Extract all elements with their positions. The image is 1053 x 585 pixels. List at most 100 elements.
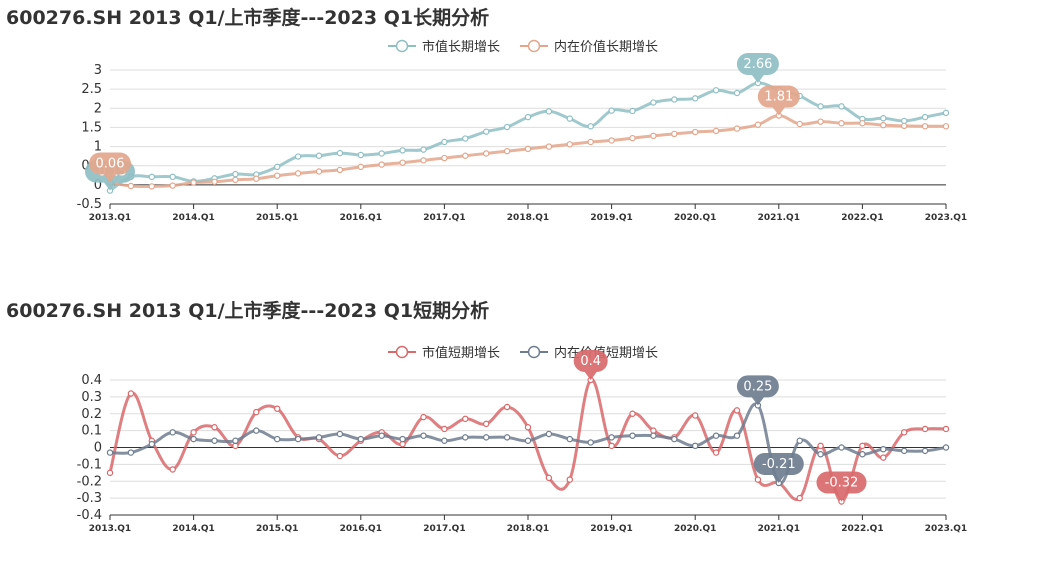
x-tick-label: 2014.Q1 <box>172 213 214 223</box>
data-point <box>796 120 803 128</box>
data-point <box>232 176 239 184</box>
data-point <box>106 469 114 477</box>
data-point <box>942 425 950 433</box>
annotation-label: 0.4 <box>580 354 601 369</box>
data-point <box>692 128 699 136</box>
data-point <box>859 451 866 458</box>
data-point <box>357 151 364 159</box>
data-point <box>441 138 448 146</box>
data-point <box>692 442 699 450</box>
data-point <box>253 175 260 182</box>
data-point <box>357 435 364 443</box>
x-tick-label: 2023.Q1 <box>925 524 967 534</box>
data-point <box>608 137 615 144</box>
x-tick-label: 2020.Q1 <box>674 524 716 534</box>
data-point <box>378 150 385 157</box>
data-point <box>817 442 824 450</box>
y-tick-label: 2 <box>94 101 102 116</box>
data-point <box>629 432 636 439</box>
x-tick-label: 2019.Q1 <box>590 524 632 534</box>
data-point <box>399 440 406 448</box>
data-point <box>483 434 490 441</box>
data-point <box>587 138 594 146</box>
data-point <box>566 435 574 443</box>
data-point <box>232 437 239 444</box>
data-point <box>671 96 678 103</box>
y-tick-label: 2.5 <box>81 82 102 97</box>
x-tick-label: 2015.Q1 <box>256 213 298 223</box>
data-point <box>274 172 281 179</box>
data-point <box>817 103 824 110</box>
data-point <box>127 449 135 456</box>
data-point <box>399 159 406 166</box>
legend-marker <box>395 345 409 359</box>
x-tick-label: 2018.Q1 <box>507 213 549 223</box>
data-point <box>211 178 218 185</box>
x-tick-label: 2017.Q1 <box>423 524 465 534</box>
data-point <box>692 412 699 419</box>
x-tick-label: 2018.Q1 <box>507 524 549 534</box>
data-point <box>315 168 323 175</box>
data-point <box>483 150 490 157</box>
data-point <box>399 435 406 443</box>
annotation-pin <box>89 152 131 183</box>
data-point <box>148 173 155 181</box>
data-point <box>483 420 490 428</box>
x-tick-label: 2019.Q1 <box>590 213 632 223</box>
y-tick-label: 0.4 <box>81 373 102 388</box>
data-point <box>274 163 281 171</box>
data-point <box>106 449 114 456</box>
data-point <box>629 134 636 142</box>
data-point <box>336 166 344 174</box>
data-point <box>671 435 678 443</box>
data-point <box>232 170 239 178</box>
data-point <box>754 121 762 128</box>
annotation-label: 0.06 <box>96 157 125 172</box>
data-point <box>462 434 469 441</box>
chart-title-long-term: 600276.SH 2013 Q1/上市季度---2023 Q1长期分析 <box>6 7 490 29</box>
annotation-pin <box>573 350 608 380</box>
data-point <box>942 444 950 451</box>
data-point <box>629 410 636 417</box>
x-tick-label: 2022.Q1 <box>841 213 883 223</box>
data-point <box>921 447 929 455</box>
x-tick-label: 2022.Q1 <box>841 524 883 534</box>
y-tick-label: 0.3 <box>81 390 102 405</box>
annotation-label: -0.21 <box>762 457 796 472</box>
data-point <box>566 476 574 483</box>
data-point <box>880 121 887 129</box>
data-point <box>503 147 511 155</box>
data-point <box>441 154 448 162</box>
data-point <box>712 127 720 135</box>
data-point <box>692 95 699 102</box>
data-point <box>712 432 720 439</box>
data-point <box>211 437 218 444</box>
data-point <box>754 476 762 483</box>
data-point <box>733 432 741 439</box>
data-point <box>420 432 427 439</box>
data-point <box>650 432 657 439</box>
chart-title-short-term: 600276.SH 2013 Q1/上市季度---2023 Q1短期分析 <box>6 300 490 322</box>
y-tick-label: -0.3 <box>77 491 102 506</box>
data-point <box>503 403 511 411</box>
data-point <box>274 405 281 412</box>
data-point <box>294 153 302 160</box>
data-point <box>378 161 385 168</box>
data-point <box>880 454 887 461</box>
legend-marker <box>527 39 541 53</box>
annotation-label: -0.32 <box>825 476 859 491</box>
data-point <box>169 429 176 436</box>
data-point <box>545 430 553 438</box>
x-tick-label: 2021.Q1 <box>758 524 800 534</box>
data-point <box>420 413 427 421</box>
annotation-pin <box>757 85 800 116</box>
y-tick-label: -0.4 <box>77 508 102 523</box>
data-point <box>608 107 615 114</box>
data-point <box>650 99 657 106</box>
legend-marker <box>395 39 409 53</box>
data-point <box>190 429 197 436</box>
data-point <box>650 132 657 140</box>
data-point <box>190 179 197 186</box>
data-point <box>503 123 511 131</box>
